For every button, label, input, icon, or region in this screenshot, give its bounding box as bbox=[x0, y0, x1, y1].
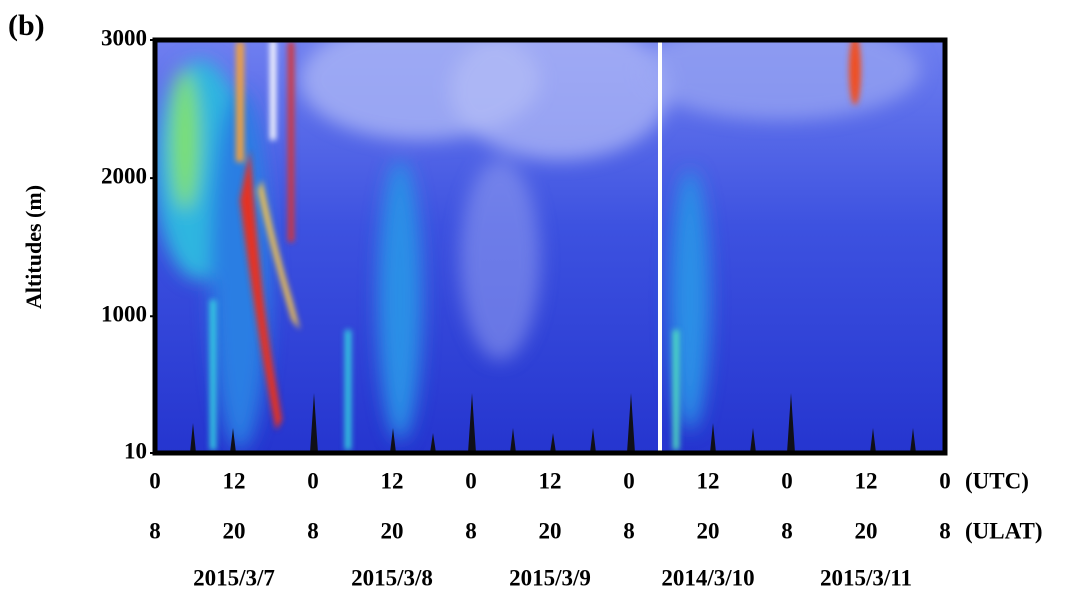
x-tick-label: 0 bbox=[465, 468, 477, 493]
x2-tick-label: 20 bbox=[539, 518, 562, 543]
x-tick-label: 0 bbox=[623, 468, 635, 493]
y-tick-label: 3000 bbox=[101, 25, 147, 50]
x2-tick-label: 8 bbox=[781, 518, 793, 543]
x2-tick-label: 8 bbox=[939, 518, 951, 543]
x-tick-label: 0 bbox=[307, 468, 319, 493]
x-tick-label: 12 bbox=[855, 468, 878, 493]
x-tick-label: 0 bbox=[939, 468, 951, 493]
x2-tick-label: 8 bbox=[149, 518, 161, 543]
date-label: 2014/3/10 bbox=[661, 565, 754, 590]
x-tick-label: 12 bbox=[223, 468, 246, 493]
x2-tick-label: 20 bbox=[855, 518, 878, 543]
x2-tick-label: 8 bbox=[307, 518, 319, 543]
heatmap-field bbox=[155, 40, 945, 453]
y-tick-label: 2000 bbox=[101, 163, 147, 188]
x-tick-label: 0 bbox=[781, 468, 793, 493]
x2-tick-label: 20 bbox=[381, 518, 404, 543]
x2-axis-label: (ULAT) bbox=[965, 518, 1043, 543]
y-axis-label: Altitudes (m) bbox=[21, 185, 46, 309]
panel-label: (b) bbox=[8, 9, 45, 42]
date-label: 2015/3/11 bbox=[820, 565, 912, 590]
x-tick-label: 0 bbox=[149, 468, 161, 493]
plot-frame bbox=[152, 37, 948, 456]
x-tick-label: 12 bbox=[697, 468, 720, 493]
x2-tick-label: 8 bbox=[623, 518, 635, 543]
x-tick-label: 12 bbox=[539, 468, 562, 493]
date-label: 2015/3/8 bbox=[351, 565, 433, 590]
date-label: 2015/3/7 bbox=[193, 565, 275, 590]
x2-tick-label: 20 bbox=[223, 518, 246, 543]
x-tick-label: 12 bbox=[381, 468, 404, 493]
x2-tick-label: 20 bbox=[697, 518, 720, 543]
x-axis-label: (UTC) bbox=[965, 468, 1029, 493]
y-tick-label: 10 bbox=[124, 438, 147, 463]
x2-tick-label: 8 bbox=[465, 518, 477, 543]
y-tick-label: 1000 bbox=[101, 302, 147, 327]
date-label: 2015/3/9 bbox=[509, 565, 591, 590]
